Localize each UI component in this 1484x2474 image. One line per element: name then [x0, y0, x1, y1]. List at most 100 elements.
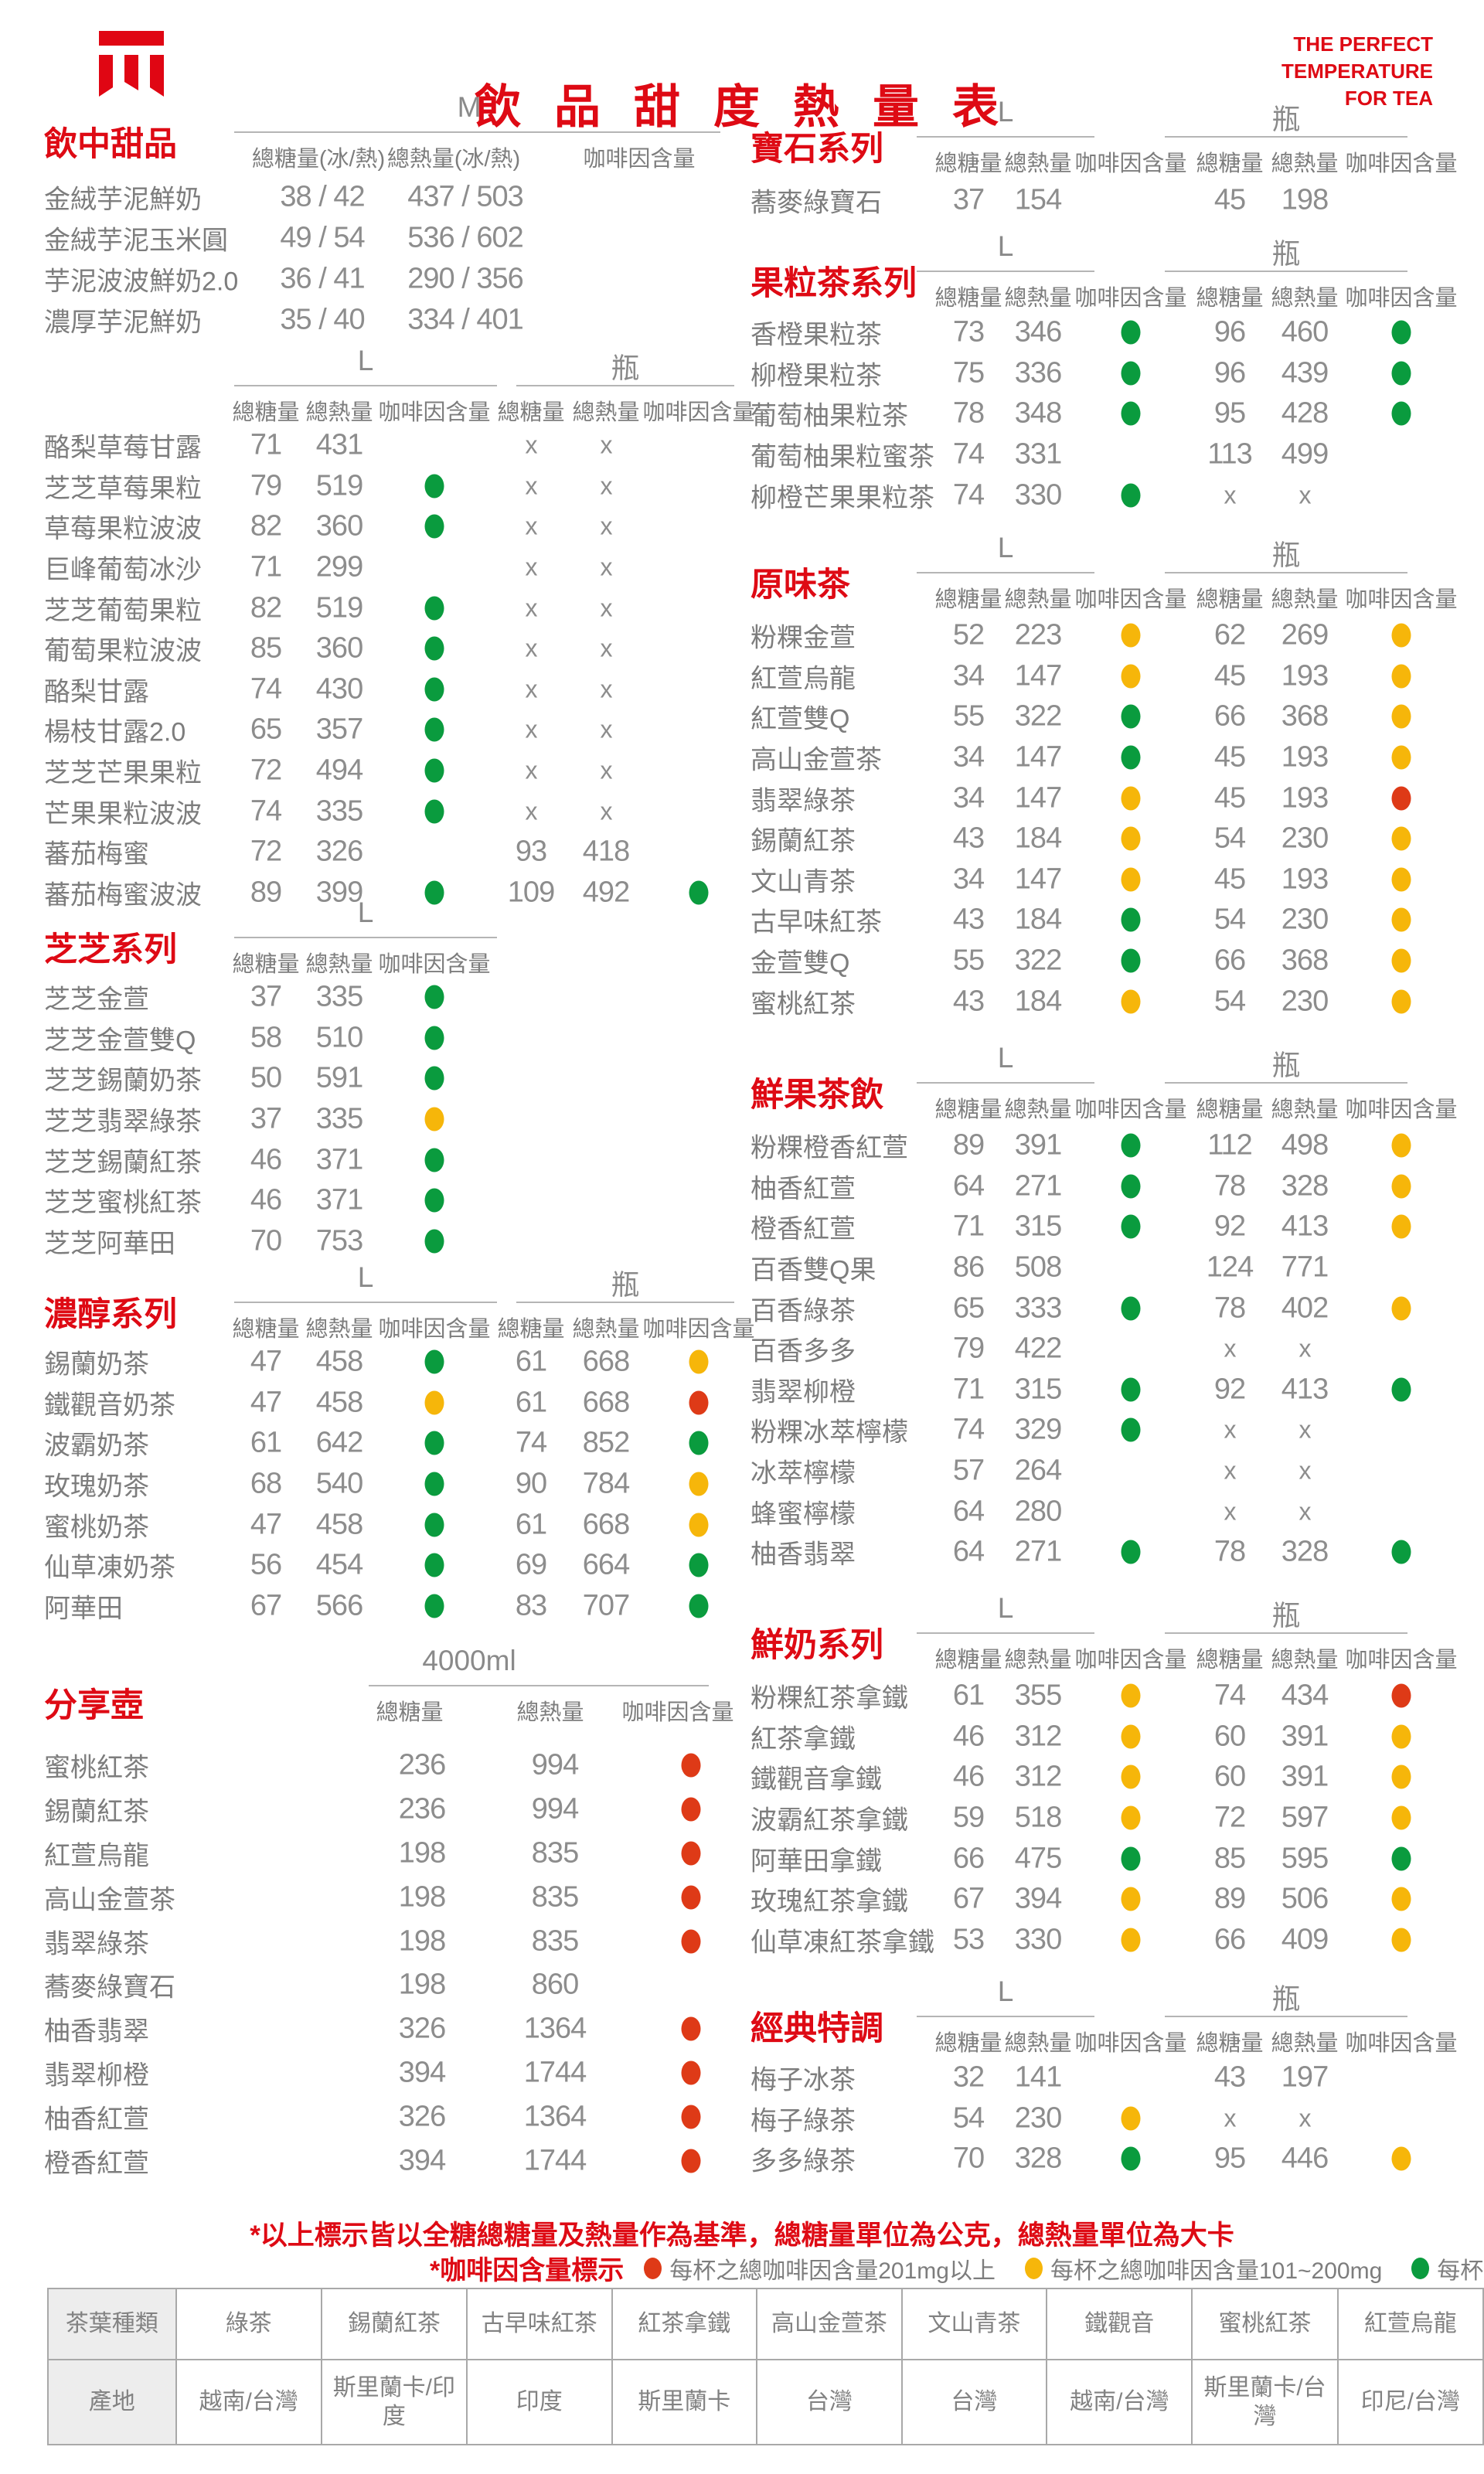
calorie-value: 591: [315, 1061, 363, 1094]
calorie-value: 330: [1014, 478, 1062, 512]
drink-name: 金絨芋泥玉米圓: [44, 226, 228, 255]
caffeine-indicator: [1391, 664, 1411, 689]
caffeine-dot-green-icon: [424, 758, 444, 783]
column-header: 總熱量: [572, 400, 640, 425]
calorie-value: 147: [1014, 863, 1062, 896]
column-header: 咖啡因含量: [378, 1317, 491, 1342]
calorie-value: 536 / 602: [407, 221, 523, 254]
calorie-value: 391: [1281, 1760, 1329, 1793]
caffeine-dot-green-icon: [1121, 704, 1141, 729]
column-header: 總熱量: [1004, 151, 1072, 176]
drink-name: 柚香紅萱: [44, 2105, 149, 2135]
sugar-value: 52: [952, 618, 985, 652]
caffeine-indicator: [681, 1841, 701, 1866]
calorie-value: 334 / 401: [407, 303, 523, 335]
table-cell: 台灣: [756, 2359, 903, 2445]
caffeine-dot-yellow-icon: [1391, 948, 1411, 973]
table-cell: 蜜桃紅茶: [1191, 2288, 1339, 2360]
drink-name: 楊枝甘露2.0: [44, 717, 186, 747]
table-row: 粉粿紅茶拿鐵 61 355 74 434: [751, 1676, 1469, 1717]
size-divider-line: [1165, 271, 1407, 272]
calorie-value: 1364: [523, 2012, 587, 2045]
calorie-value: 360: [315, 631, 363, 665]
calorie-value: x: [1298, 1456, 1312, 1485]
calorie-value: 475: [1014, 1842, 1062, 1875]
table-row: 芝芝錫蘭奶茶 50 591: [44, 1058, 747, 1099]
drink-name: 百香綠茶: [751, 1296, 856, 1326]
calorie-value: 458: [315, 1386, 363, 1419]
sugar-value: 74: [250, 795, 282, 828]
drink-name: 葡萄柚果粒茶: [751, 401, 908, 431]
calorie-value: 668: [582, 1508, 630, 1541]
sugar-value: 53: [952, 1923, 985, 1956]
caffeine-dot-green-icon: [1391, 1540, 1411, 1564]
sugar-value: 394: [398, 2056, 446, 2089]
caffeine-indicator: [681, 2149, 701, 2173]
caffeine-indicator: [1391, 704, 1411, 729]
calorie-value: 335: [315, 980, 363, 1013]
sugar-value: x: [1224, 1334, 1237, 1363]
drink-name: 玫瑰紅茶拿鐵: [751, 1887, 908, 1917]
sugar-value: 74: [1213, 1679, 1246, 1712]
calorie-value: 230: [1281, 985, 1329, 1018]
sugar-value: 54: [952, 2101, 985, 2135]
table-cell: 斯里蘭卡/印度: [320, 2359, 468, 2445]
calorie-value: 193: [1281, 781, 1329, 815]
size-header: L: [997, 1592, 1014, 1624]
caffeine-dot-green-icon: [1121, 401, 1141, 426]
caffeine-dot-green-icon: [424, 880, 444, 905]
column-header: 咖啡因含量: [1345, 151, 1458, 176]
drink-name: 錫蘭紅茶: [751, 826, 856, 856]
column-header: 總糖量: [934, 587, 1002, 612]
sugar-value: 92: [1213, 1210, 1246, 1243]
drink-name: 百香雙Q果: [751, 1255, 876, 1285]
section-title: 寶石系列: [751, 131, 883, 168]
drink-name: 芝芝錫蘭奶茶: [44, 1066, 202, 1096]
caffeine-indicator: [424, 799, 444, 824]
calorie-value: 402: [1281, 1291, 1329, 1325]
calorie-value: 147: [1014, 781, 1062, 815]
caffeine-dot-green-icon: [424, 1188, 444, 1213]
calorie-value: 498: [1281, 1128, 1329, 1162]
caffeine-indicator: [1121, 1540, 1141, 1564]
drink-name: 柚香翡翠: [44, 2016, 149, 2047]
rows-group: 粉粿紅茶拿鐵 61 355 74 434 紅茶拿鐵 46 312 60 391 鐵觀音拿鐵 46 312…: [751, 1676, 1469, 1960]
column-header: 總糖量: [1196, 286, 1264, 311]
sugar-value: 326: [398, 2012, 446, 2045]
calorie-value: 852: [582, 1426, 630, 1459]
caffeine-dot-yellow-icon: [1391, 1214, 1411, 1239]
sugar-value: 68: [250, 1467, 282, 1500]
caffeine-indicator: [424, 474, 444, 499]
sugar-value: 85: [1213, 1842, 1246, 1875]
table-row: 酪梨甘露 74 430 x x: [44, 669, 747, 710]
sugar-value: 38 / 42: [280, 180, 365, 213]
sugar-value: 47: [250, 1386, 282, 1419]
caffeine-indicator: [689, 1472, 709, 1496]
column-header: 總熱量: [305, 1317, 373, 1342]
sugar-value: 95: [1213, 2142, 1246, 2175]
calorie-value: 707: [582, 1589, 630, 1622]
caffeine-dot-red-icon: [1391, 786, 1411, 811]
tagline-line: FOR TEA: [1344, 87, 1433, 111]
column-header: 總糖量: [934, 286, 1002, 311]
table-row: 多多綠茶 70 328 95 446: [751, 2139, 1469, 2180]
sugar-value: x: [525, 675, 538, 703]
calorie-value: 413: [1281, 1373, 1329, 1406]
section-title: 濃醇系列: [44, 1297, 177, 1333]
sugar-value: 45: [1213, 740, 1246, 774]
sugar-value: 74: [952, 478, 985, 512]
calorie-value: 328: [1014, 2142, 1062, 2175]
caffeine-indicator: [1121, 401, 1141, 426]
caffeine-dot-yellow-icon: [689, 1472, 709, 1496]
calorie-value: 355: [1014, 1679, 1062, 1712]
row-header-cell: 茶葉種類: [47, 2288, 177, 2360]
column-header: 咖啡因含量: [1074, 286, 1187, 311]
caffeine-dot-green-icon: [689, 880, 709, 905]
sugar-value: 198: [398, 1924, 446, 1958]
section-title: 鮮果茶飲: [751, 1077, 883, 1114]
calorie-value: x: [1298, 481, 1312, 509]
caffeine-indicator: [681, 1929, 701, 1954]
table-row: 葡萄柚果粒茶 78 348 95 428: [751, 393, 1469, 434]
calorie-value: 540: [315, 1467, 363, 1500]
column-header: 總熱量: [1271, 1097, 1339, 1122]
